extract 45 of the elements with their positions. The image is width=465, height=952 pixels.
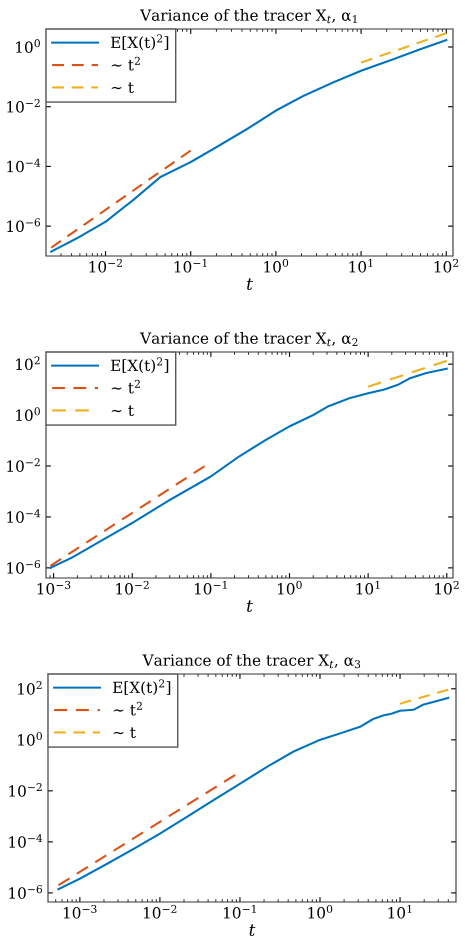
y-tick-label: 10$^{−4}$ bbox=[7, 509, 40, 523]
x-tick-label: 10$^{−2}$ bbox=[144, 904, 176, 919]
legend-label: ∼ t$^{2}$ bbox=[114, 702, 142, 716]
x-tick-label: 10$^{−2}$ bbox=[116, 580, 149, 595]
y-tick-label: 10$^{−4}$ bbox=[9, 834, 42, 848]
chart-title: Variance of the tracer X$_{t}$, α$_{3}$ bbox=[142, 654, 360, 668]
chart-title: Variance of the tracer X$_{t}$, α$_{1}$ bbox=[140, 9, 357, 24]
legend-label: ∼ t$^{2}$ bbox=[112, 380, 140, 394]
y-tick-label: 10$^{0}$ bbox=[16, 407, 40, 421]
x-axis-title: t bbox=[247, 278, 253, 290]
x-tick-label: 10$^{−1}$ bbox=[224, 904, 256, 919]
legend-label: ∼ t bbox=[112, 82, 134, 94]
y-tick-label: 10$^{−6}$ bbox=[7, 560, 40, 574]
legend-label: ∼ t bbox=[112, 405, 134, 416]
legend-label: E[X(t)$^{2}$] bbox=[113, 679, 170, 696]
x-tick-label: 10$^{2}$ bbox=[435, 580, 459, 595]
y-tick-label: 10$^{2}$ bbox=[16, 356, 40, 370]
x-tick-label: 10$^{−1}$ bbox=[174, 258, 207, 273]
legend-label: ∼ t bbox=[114, 727, 136, 738]
y-tick-label: 10$^{−6}$ bbox=[9, 885, 42, 899]
x-tick-label: 10$^{−3}$ bbox=[38, 580, 70, 595]
chart-title: Variance of the tracer X$_{t}$, α$_{2}$ bbox=[140, 332, 358, 346]
x-tick-label: 10$^{1}$ bbox=[388, 904, 412, 919]
x-axis-title: t bbox=[247, 600, 253, 612]
x-tick-label: 10$^{−3}$ bbox=[64, 904, 97, 919]
x-tick-label: 10$^{2}$ bbox=[434, 258, 458, 273]
y-tick-label: 10$^{−4}$ bbox=[7, 158, 40, 172]
y-tick-label: 10$^{−2}$ bbox=[9, 783, 42, 797]
y-tick-label: 10$^{0}$ bbox=[18, 732, 42, 746]
x-tick-label: 10$^{0}$ bbox=[264, 258, 288, 273]
legend-label: ∼ t$^{2}$ bbox=[112, 56, 140, 71]
x-tick-label: 10$^{0}$ bbox=[308, 904, 332, 919]
y-tick-label: 10$^{−6}$ bbox=[7, 218, 40, 232]
y-tick-label: 10$^{−2}$ bbox=[7, 458, 40, 472]
y-tick-label: 10$^{−2}$ bbox=[7, 98, 40, 113]
y-tick-label: 10$^{2}$ bbox=[18, 681, 42, 695]
x-tick-label: 10$^{1}$ bbox=[356, 580, 380, 595]
legend-label: E[X(t)$^{2}$] bbox=[111, 357, 168, 374]
x-tick-label: 10$^{−1}$ bbox=[194, 580, 227, 595]
x-axis-title: t bbox=[250, 924, 256, 936]
legend-label: E[X(t)$^{2}$] bbox=[111, 34, 168, 50]
x-tick-label: 10$^{−2}$ bbox=[90, 258, 122, 273]
y-tick-label: 10$^{0}$ bbox=[16, 39, 40, 53]
x-tick-label: 10$^{1}$ bbox=[349, 258, 372, 273]
x-tick-label: 10$^{0}$ bbox=[278, 580, 302, 595]
